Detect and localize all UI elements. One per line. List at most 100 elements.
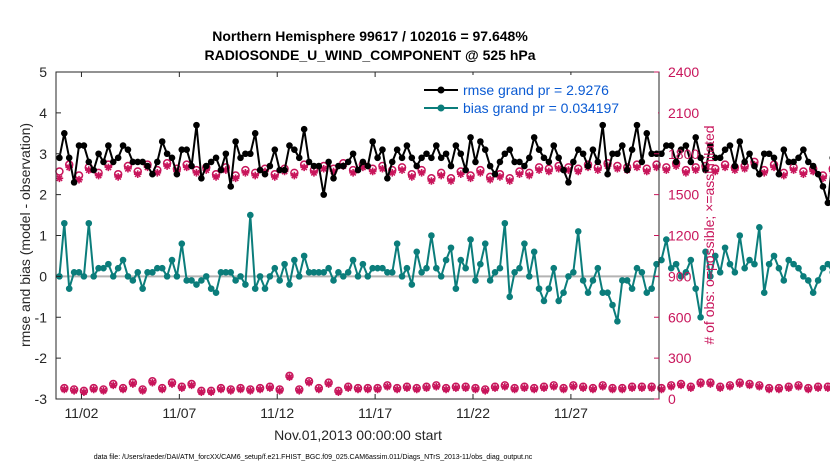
rmse-line — [58, 124, 830, 204]
x-tick-label: 11/27 — [554, 405, 588, 421]
obs-assimilated-point — [442, 385, 450, 394]
obs-assimilated-point — [549, 382, 558, 391]
obs-assimilated-point — [628, 384, 636, 392]
y-tick-label: 1 — [39, 228, 47, 244]
rmse-point — [711, 154, 719, 162]
bias-point — [496, 264, 504, 272]
bias-point — [741, 264, 748, 272]
obs-assimilated-point — [148, 378, 157, 387]
bias-point — [335, 268, 342, 276]
rmse-point — [609, 150, 616, 158]
obs-assimilated-point — [427, 177, 436, 185]
obs-assimilated-point — [466, 174, 475, 183]
obs-assimilated-point — [804, 385, 813, 394]
rmse-point — [687, 158, 695, 166]
rmse-point — [633, 121, 641, 129]
rmse-point — [751, 162, 758, 170]
bias-point — [178, 240, 186, 247]
bias-point — [579, 277, 587, 284]
rmse-point — [726, 142, 734, 149]
rmse-point — [364, 162, 372, 170]
bias-point — [276, 277, 283, 284]
obs-assimilated-point — [393, 385, 401, 394]
obs-assimilated-point — [554, 164, 563, 173]
bias-point — [618, 277, 626, 284]
bias-point — [824, 260, 830, 268]
rmse-point — [741, 158, 748, 166]
rmse-point — [271, 146, 279, 153]
bias-point — [658, 256, 665, 264]
obs-assimilated-point — [70, 387, 78, 395]
legend-rmse-label: rmse grand pr = 2.9276 — [463, 82, 609, 98]
obs-assimilated-point — [687, 384, 695, 392]
rmse-point — [599, 121, 607, 129]
obs-assimilated-point — [540, 384, 548, 392]
rmse-point — [824, 199, 830, 207]
bias-point — [198, 277, 205, 284]
rmse-point — [256, 166, 264, 174]
obs-assimilated-point — [437, 171, 445, 180]
bias-point — [702, 248, 709, 256]
bias-point — [604, 289, 611, 297]
bias-point — [506, 293, 514, 301]
bias-point — [770, 252, 778, 260]
obs-assimilated-point — [182, 163, 191, 172]
obs-assimilated-point — [814, 384, 822, 392]
bias-point — [349, 256, 357, 264]
rmse-point — [388, 158, 396, 166]
obs-assimilated-point — [275, 387, 284, 395]
obs-assimilated-point — [794, 382, 803, 391]
rmse-point — [305, 158, 313, 166]
obs-assimilated-point — [711, 167, 720, 176]
obs-assimilated-point — [520, 384, 529, 392]
obs-assimilated-point — [755, 382, 764, 391]
rmse-point — [570, 158, 577, 166]
bias-point — [442, 256, 450, 264]
obs-assimilated-point — [496, 173, 504, 181]
bias-point — [643, 289, 651, 297]
obs-assimilated-point — [775, 385, 783, 394]
bias-point — [682, 268, 690, 276]
rmse-point — [736, 138, 744, 145]
x-tick-label: 11/12 — [260, 405, 294, 421]
bias-point — [751, 260, 758, 268]
bias-point — [398, 273, 406, 280]
rmse-point — [658, 150, 665, 158]
obs-assimilated-point — [696, 380, 705, 388]
bias-point — [760, 289, 768, 297]
rmse-point — [56, 154, 63, 162]
obs-assimilated-point — [187, 381, 196, 390]
obs-assimilated-point — [305, 378, 313, 387]
rmse-point — [506, 146, 514, 153]
obs-assimilated-point — [471, 385, 480, 394]
obs-assimilated-point — [515, 170, 524, 178]
bias-point — [109, 273, 117, 280]
bias-point — [173, 273, 181, 280]
obs-assimilated-point — [564, 166, 573, 174]
rmse-point — [61, 130, 68, 137]
rmse-point — [173, 170, 181, 178]
rmse-point — [85, 158, 93, 166]
rmse-point — [574, 146, 582, 153]
bias-point — [589, 277, 597, 284]
y2-tick-label: 2100 — [668, 105, 699, 121]
obs-assimilated-point — [329, 167, 338, 176]
rmse-point — [384, 174, 391, 182]
obs-assimilated-point — [735, 380, 744, 388]
bias-point — [168, 256, 176, 264]
series-asterisk — [55, 160, 830, 396]
bias-point — [667, 264, 675, 272]
rmse-point — [188, 162, 195, 170]
y-tick-label: 2 — [39, 187, 47, 203]
obs-assimilated-point — [236, 385, 245, 394]
bias-point — [467, 236, 474, 243]
bias-point — [393, 240, 401, 247]
rmse-point — [477, 138, 484, 145]
y-tick-label: -3 — [35, 391, 48, 407]
rmse-point — [819, 183, 827, 190]
obs-assimilated-point — [241, 169, 250, 177]
rmse-point — [525, 154, 533, 162]
rmse-point — [300, 125, 308, 133]
obs-assimilated-point — [780, 171, 788, 180]
bias-point — [633, 264, 641, 272]
